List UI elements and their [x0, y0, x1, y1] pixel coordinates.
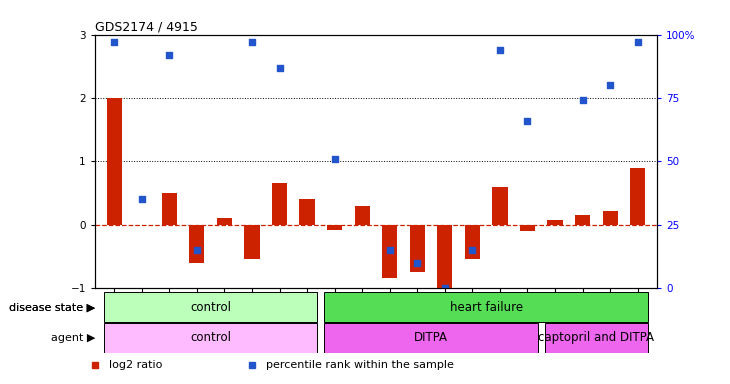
Text: disease state ▶: disease state ▶	[9, 302, 96, 312]
Bar	[630, 168, 645, 225]
Text: percentile rank within the sample: percentile rank within the sample	[266, 360, 454, 371]
Point	[136, 196, 147, 202]
Bar	[324, 293, 648, 322]
Bar	[575, 215, 590, 225]
Bar	[410, 225, 425, 272]
Bar	[245, 225, 260, 260]
Bar	[548, 220, 563, 225]
Point	[604, 82, 616, 88]
Bar	[355, 206, 370, 225]
Text: DITPA: DITPA	[414, 331, 448, 344]
Bar	[104, 293, 318, 322]
Bar	[162, 193, 177, 225]
Point	[191, 247, 203, 253]
Bar	[520, 225, 535, 231]
Text: agent ▶: agent ▶	[51, 333, 96, 343]
Point	[164, 52, 175, 58]
Bar	[324, 323, 538, 353]
Point	[412, 260, 423, 266]
Bar	[382, 225, 397, 278]
Bar	[492, 187, 507, 225]
Text: heart failure: heart failure	[450, 301, 523, 314]
Bar	[465, 225, 480, 260]
Point	[328, 156, 340, 162]
Bar	[299, 199, 315, 225]
Text: control: control	[190, 331, 231, 344]
Text: control: control	[190, 301, 231, 314]
Point	[439, 285, 450, 291]
Point	[108, 39, 120, 45]
Point	[384, 247, 396, 253]
Text: GDS2174 / 4915: GDS2174 / 4915	[95, 20, 198, 33]
Point	[577, 98, 588, 104]
Bar	[189, 225, 204, 263]
Bar	[104, 323, 318, 353]
Text: log2 ratio: log2 ratio	[109, 360, 162, 371]
Point	[274, 65, 285, 71]
Text: disease state ▶: disease state ▶	[9, 302, 96, 312]
Point	[632, 39, 644, 45]
Bar	[437, 225, 453, 288]
Point	[466, 247, 478, 253]
Point	[494, 47, 506, 53]
Bar	[272, 184, 287, 225]
Text: captopril and DITPA: captopril and DITPA	[539, 331, 654, 344]
Point	[246, 39, 258, 45]
Point	[522, 118, 534, 124]
Bar	[602, 211, 618, 225]
Bar	[327, 225, 342, 230]
Bar	[217, 218, 232, 225]
Bar	[545, 323, 648, 353]
Bar	[107, 98, 122, 225]
